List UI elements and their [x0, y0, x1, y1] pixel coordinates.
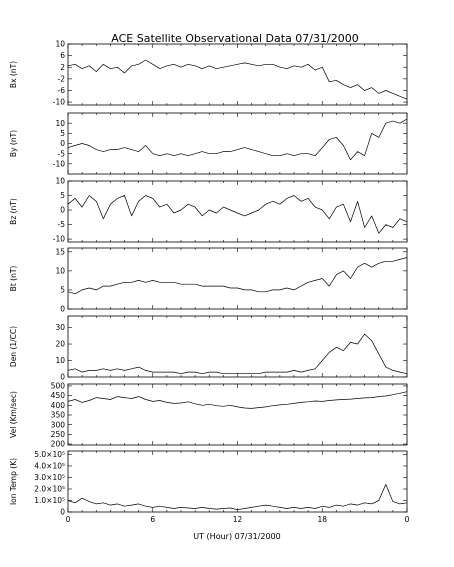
series-line — [67, 484, 408, 511]
panel-frame — [67, 247, 408, 310]
y-tick-label: 0 — [60, 139, 65, 148]
y-tick-label: 1.0×10⁵ — [34, 496, 65, 505]
y-axis-label: Ion Temp (K) — [9, 458, 18, 505]
y-tick-label: 10 — [55, 356, 65, 365]
y-tick-label: 300 — [51, 420, 66, 429]
y-tick-label: 5 — [60, 129, 65, 138]
y-tick-label: 200 — [51, 440, 66, 449]
x-axis-label: UT (Hour) 07/31/2000 — [193, 532, 280, 541]
panel-frame — [67, 112, 408, 175]
x-tick-label: 18 — [317, 515, 327, 524]
series-line — [67, 59, 408, 100]
y-tick-label: 500 — [51, 382, 66, 391]
y-axis-label: Bz (nT) — [9, 198, 18, 225]
series-line — [67, 257, 408, 295]
y-axis-label: Vel (Km/sec) — [9, 391, 18, 438]
y-tick-label: -5 — [58, 149, 66, 158]
x-tick-label: 0 — [66, 515, 71, 524]
x-tick-label: 6 — [150, 515, 155, 524]
y-tick-label: 10 — [55, 119, 65, 128]
series-line — [67, 118, 408, 161]
y-tick-label: 5 — [60, 191, 65, 200]
y-tick-label: 5 — [60, 286, 65, 295]
y-tick-label: 10 — [55, 177, 65, 186]
y-tick-label: -6 — [58, 86, 66, 95]
y-axis-label: By (nT) — [9, 130, 18, 157]
y-tick-label: 350 — [51, 411, 66, 420]
series-line — [67, 195, 408, 234]
y-tick-label: 30 — [55, 323, 65, 332]
panel-1: 10 6 2 -2 -6 -10 Bx (nT) — [9, 40, 408, 107]
y-axis-label: Bx (nT) — [9, 61, 18, 88]
y-axis-label: Bt (nT) — [9, 266, 18, 292]
y-tick-label: -10 — [53, 159, 65, 168]
y-tick-label: 0 — [60, 305, 65, 314]
y-tick-label: 2.0×10⁵ — [34, 485, 65, 494]
chart-title: ACE Satellite Observational Data 07/31/2… — [111, 32, 358, 45]
y-tick-label: 15 — [55, 247, 65, 256]
y-tick-label: 400 — [51, 401, 66, 410]
y-tick-label: 450 — [51, 391, 66, 400]
y-tick-label: 0 — [60, 508, 65, 517]
panel-frame — [67, 315, 408, 378]
y-tick-label: 3.0×10⁵ — [34, 473, 65, 482]
panel-frame — [67, 383, 408, 446]
y-tick-label: 20 — [55, 340, 65, 349]
y-tick-label: 5.0×10⁵ — [34, 450, 65, 459]
panel-frame — [67, 180, 408, 243]
y-tick-label: -2 — [58, 74, 66, 83]
y-tick-label: 4.0×10⁵ — [34, 462, 65, 471]
series-line — [67, 391, 408, 409]
y-axis-label: Den (1/CC) — [9, 326, 18, 367]
series-line — [67, 333, 408, 375]
y-tick-label: 10 — [55, 40, 65, 49]
y-tick-label: 0 — [60, 206, 65, 215]
y-tick-label: -10 — [53, 235, 65, 244]
panel-5: 30 20 10 0 Den (1/CC) — [9, 315, 408, 382]
y-tick-label: 2 — [60, 63, 65, 72]
panel-frame — [67, 43, 408, 106]
y-tick-label: 6 — [60, 51, 65, 60]
y-tick-label: 0 — [60, 373, 65, 382]
x-tick-label: 0 — [405, 515, 410, 524]
panel-frame — [67, 450, 408, 513]
y-tick-label: 250 — [51, 430, 66, 439]
y-tick-label: -10 — [53, 98, 65, 107]
panel-7: 5.0×10⁵ 4.0×10⁵ 3.0×10⁵ 2.0×10⁵ 1.0×10⁵ 0 Ion … — [9, 450, 408, 517]
panel-3: 10 5 0 -5 -10 Bz (nT) — [9, 177, 408, 244]
panel-4: 15 10 5 0 Bt (nT) — [9, 247, 408, 314]
y-tick-label: -5 — [58, 220, 66, 229]
y-tick-label: 10 — [55, 266, 65, 275]
x-tick-label: 12 — [233, 515, 243, 524]
x-axis: 0 6 12 18 0 — [66, 515, 410, 524]
